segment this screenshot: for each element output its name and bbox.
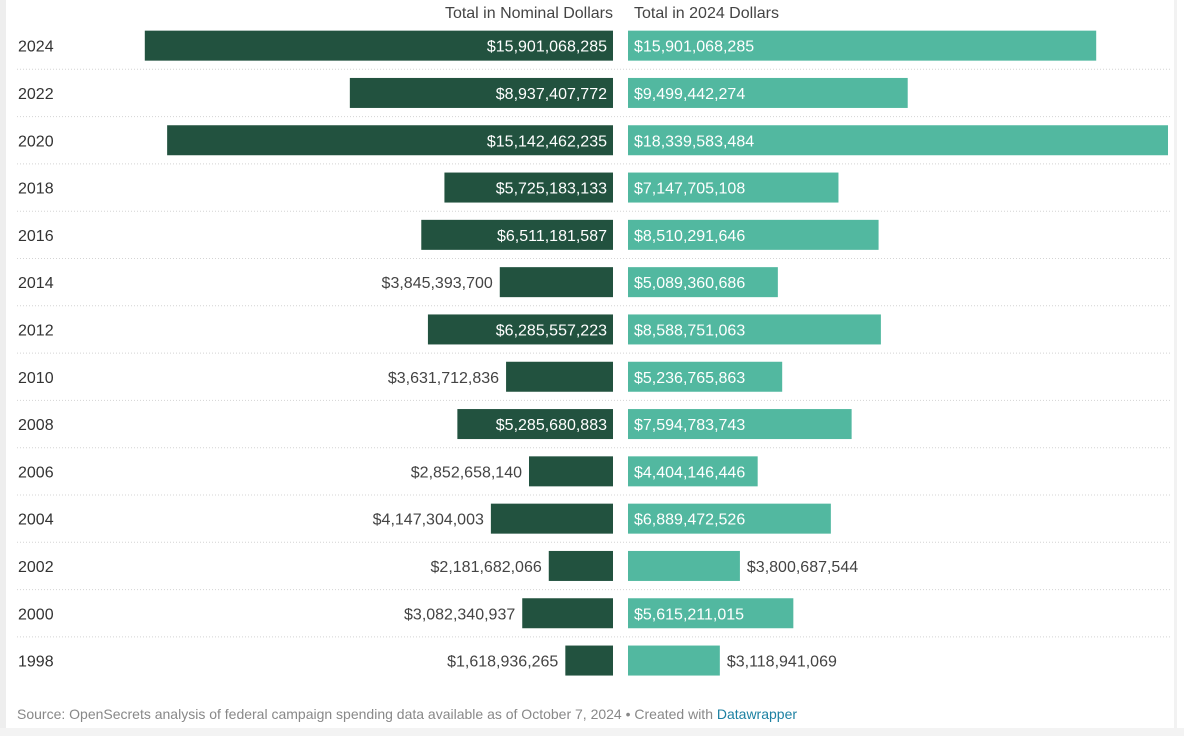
value-label-2024-dollars: $4,404,146,446 (634, 464, 745, 481)
year-label: 2006 (18, 464, 54, 481)
header-nominal-dollars: Total in Nominal Dollars (445, 5, 613, 22)
bar-2024-dollars (628, 361, 783, 392)
year-label: 2014 (18, 275, 54, 292)
value-label-2024-dollars: $8,510,291,646 (634, 228, 745, 245)
bar-2024-dollars (628, 409, 852, 440)
value-label-nominal: $5,285,680,883 (496, 417, 607, 434)
bar-nominal (427, 314, 613, 345)
value-label-2024-dollars: $6,889,472,526 (634, 512, 745, 529)
value-label-2024-dollars: $5,615,211,015 (634, 606, 744, 623)
value-label-2024-dollars: $18,339,583,484 (634, 133, 754, 150)
bar-2024-dollars (628, 314, 881, 345)
year-label: 2024 (18, 39, 54, 56)
bar-nominal (548, 550, 613, 581)
value-label-nominal: $6,511,181,587 (497, 228, 607, 245)
bar-nominal (144, 30, 613, 61)
year-label: 2022 (18, 86, 54, 103)
value-label-2024-dollars: $7,594,783,743 (634, 417, 745, 434)
value-label-2024-dollars: $8,588,751,063 (634, 322, 745, 339)
value-label-nominal: $3,845,393,700 (382, 275, 493, 292)
year-label: 2002 (18, 559, 54, 576)
value-label-2024-dollars: $7,147,705,108 (634, 181, 745, 198)
bar-nominal (565, 645, 613, 676)
bar-nominal (490, 503, 613, 534)
bar-2024-dollars (628, 456, 758, 487)
value-label-nominal: $3,631,712,836 (388, 370, 499, 387)
bar-nominal (421, 219, 613, 250)
value-label-nominal: $5,725,183,133 (496, 181, 607, 198)
value-label-2024-dollars: $9,499,442,274 (634, 86, 745, 103)
value-label-nominal: $2,852,658,140 (411, 464, 522, 481)
frame-left-border (0, 0, 6, 736)
frame-bottom-border (0, 728, 1184, 736)
bar-2024-dollars (628, 550, 740, 581)
value-label-nominal: $1,618,936,265 (447, 654, 558, 671)
year-label: 2016 (18, 228, 54, 245)
value-label-2024-dollars: $3,118,941,069 (727, 654, 837, 671)
datawrapper-link[interactable]: Datawrapper (716, 706, 798, 722)
value-label-2024-dollars: $5,089,360,686 (634, 275, 745, 292)
bar-nominal (506, 361, 613, 392)
bar-2024-dollars (628, 503, 831, 534)
bar-nominal (499, 267, 613, 298)
value-label-nominal: $3,082,340,937 (404, 606, 515, 623)
value-label-2024-dollars: $3,800,687,544 (747, 559, 858, 576)
bar-nominal (167, 125, 613, 156)
value-label-nominal: $2,181,682,066 (431, 559, 542, 576)
year-label: 2010 (18, 370, 54, 387)
value-label-2024-dollars: $5,236,765,863 (634, 370, 745, 387)
bar-nominal (522, 598, 613, 629)
bar-2024-dollars (628, 172, 839, 203)
bar-2024-dollars (628, 125, 1168, 156)
frame-right-border (1174, 0, 1177, 736)
footer-source-text: Source: OpenSecrets analysis of federal … (17, 706, 717, 722)
value-label-nominal: $15,142,462,235 (487, 133, 607, 150)
bar-nominal (444, 172, 613, 203)
year-label: 2004 (18, 512, 54, 529)
bar-2024-dollars (628, 77, 908, 108)
value-label-nominal: $6,285,557,223 (496, 322, 607, 339)
year-label: 2018 (18, 181, 54, 198)
year-label: 2008 (18, 417, 54, 434)
bar-2024-dollars (628, 598, 794, 629)
year-label: 1998 (18, 654, 54, 671)
year-label: 2012 (18, 322, 54, 339)
value-label-nominal: $4,147,304,003 (373, 512, 484, 529)
value-label-2024-dollars: $15,901,068,285 (634, 39, 754, 56)
bar-nominal (349, 77, 613, 108)
bar-2024-dollars (628, 219, 879, 250)
bar-2024-dollars (628, 30, 1097, 61)
value-label-nominal: $15,901,068,285 (487, 39, 607, 56)
year-label: 2020 (18, 133, 54, 150)
footer-source: Source: OpenSecrets analysis of federal … (17, 706, 797, 722)
bar-nominal (529, 456, 613, 487)
bar-2024-dollars (628, 267, 778, 298)
header-2024-dollars: Total in 2024 Dollars (634, 5, 779, 22)
bar-2024-dollars (628, 645, 720, 676)
year-label: 2000 (18, 606, 54, 623)
value-label-nominal: $8,937,407,772 (496, 86, 607, 103)
chart: Total in Nominal Dollars Total in 2024 Do… (17, 5, 1170, 676)
bar-nominal (457, 409, 613, 440)
